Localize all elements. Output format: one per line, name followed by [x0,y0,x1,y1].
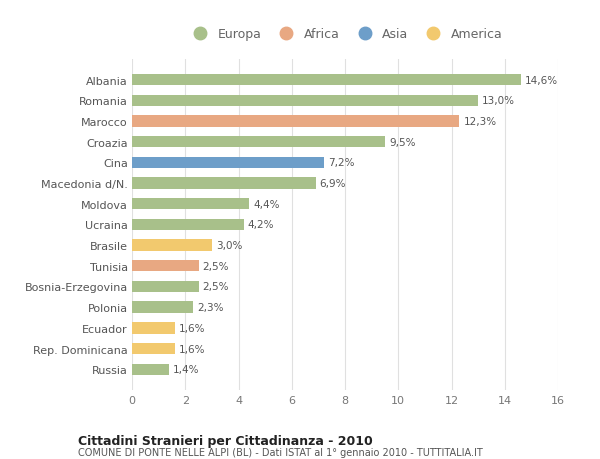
Text: 14,6%: 14,6% [525,75,558,85]
Text: 4,2%: 4,2% [248,220,274,230]
Text: 12,3%: 12,3% [463,117,497,127]
Text: 13,0%: 13,0% [482,96,515,106]
Bar [132,137,385,148]
Bar [132,281,199,292]
Bar [132,75,521,86]
Text: COMUNE DI PONTE NELLE ALPI (BL) - Dati ISTAT al 1° gennaio 2010 - TUTTITALIA.IT: COMUNE DI PONTE NELLE ALPI (BL) - Dati I… [78,448,483,458]
Bar [132,157,324,168]
Text: 9,5%: 9,5% [389,137,415,147]
Text: 1,6%: 1,6% [179,323,205,333]
Bar [132,199,249,210]
Text: 1,6%: 1,6% [179,344,205,354]
Text: 2,5%: 2,5% [203,282,229,292]
Text: Cittadini Stranieri per Cittadinanza - 2010: Cittadini Stranieri per Cittadinanza - 2… [78,434,373,447]
Text: 4,4%: 4,4% [253,199,280,209]
Text: 7,2%: 7,2% [328,158,354,168]
Bar [132,364,169,375]
Bar [132,240,212,251]
Text: 2,3%: 2,3% [197,302,224,313]
Text: 3,0%: 3,0% [216,241,242,251]
Bar [132,302,193,313]
Bar [132,219,244,230]
Bar [132,178,316,189]
Bar [132,323,175,334]
Bar [132,95,478,106]
Legend: Europa, Africa, Asia, America: Europa, Africa, Asia, America [182,23,508,46]
Bar [132,343,175,354]
Bar [132,261,199,272]
Text: 1,4%: 1,4% [173,364,200,375]
Bar [132,116,460,127]
Text: 2,5%: 2,5% [203,261,229,271]
Text: 6,9%: 6,9% [320,179,346,189]
